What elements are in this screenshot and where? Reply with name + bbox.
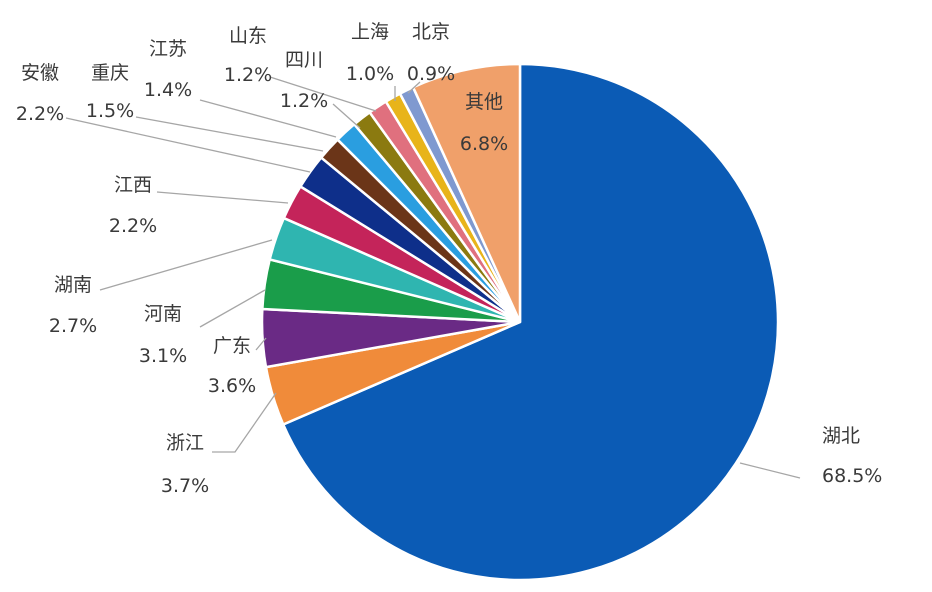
leader-line-江西 — [156, 191, 289, 204]
slice-value-label-四川: 1.2% — [280, 90, 328, 112]
leader-line-四川 — [332, 103, 361, 129]
slice-value-label-湖北: 68.5% — [822, 465, 882, 487]
slice-value-label-广东: 3.6% — [208, 375, 256, 397]
slice-name-label-湖北: 湖北 — [822, 425, 860, 447]
slice-name-label-浙江: 浙江 — [166, 432, 204, 454]
leader-line-河南 — [199, 289, 266, 328]
leader-lines — [65, 76, 801, 479]
slice-labels: 湖北 68.5% 浙江 3.7% 广东 3.6% 河南 3.1% 湖南 2.7% 江西 2.2% 安徽 2… — [16, 21, 883, 497]
slice-value-label-江西: 2.2% — [109, 215, 157, 237]
leader-line-浙江 — [212, 392, 277, 453]
slice-name-label-广东: 广东 — [213, 335, 251, 357]
slice-value-label-安徽: 2.2% — [16, 103, 64, 125]
leader-line-山东 — [269, 76, 377, 112]
slice-name-label-河南: 河南 — [144, 303, 182, 325]
leader-line-北京 — [407, 81, 421, 94]
slice-value-label-河南: 3.1% — [139, 345, 187, 367]
leader-line-广东 — [255, 337, 267, 351]
slice-value-label-北京: 0.9% — [407, 63, 455, 85]
pie-slice-湖北 — [281, 62, 780, 582]
slice-name-label-北京: 北京 — [412, 21, 450, 43]
pie-slices — [260, 62, 780, 582]
slice-name-label-山东: 山东 — [229, 25, 267, 47]
slice-value-label-重庆: 1.5% — [86, 100, 134, 122]
slice-value-label-其他: 6.8% — [460, 133, 508, 155]
slice-value-label-山东: 1.2% — [224, 64, 272, 86]
leader-line-湖北 — [739, 462, 801, 479]
slice-name-label-湖南: 湖南 — [54, 274, 92, 296]
slice-name-label-重庆: 重庆 — [91, 62, 129, 84]
slice-name-label-江苏: 江苏 — [149, 38, 187, 60]
leader-line-江苏 — [199, 99, 337, 138]
leader-line-安徽 — [65, 117, 311, 173]
slice-name-label-上海: 上海 — [351, 21, 389, 43]
slice-name-label-其他: 其他 — [465, 91, 503, 113]
slice-value-label-江苏: 1.4% — [144, 79, 192, 101]
slice-value-label-浙江: 3.7% — [161, 475, 209, 497]
slice-name-label-四川: 四川 — [285, 49, 323, 71]
slice-value-label-湖南: 2.7% — [49, 315, 97, 337]
slice-value-label-上海: 1.0% — [346, 63, 394, 85]
leader-line-重庆 — [135, 116, 324, 152]
leader-line-湖南 — [99, 239, 273, 291]
slice-name-label-江西: 江西 — [114, 174, 152, 196]
slice-name-label-安徽: 安徽 — [21, 62, 59, 84]
